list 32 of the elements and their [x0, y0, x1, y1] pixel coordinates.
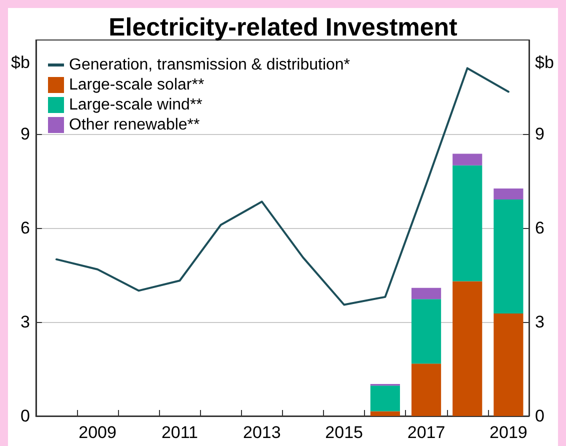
y2-tick-label: 0 [535, 406, 544, 426]
legend-label: Large-scale wind** [69, 96, 202, 114]
bar [411, 288, 442, 300]
legend-label: Generation, transmission & distribution* [69, 56, 350, 74]
chart-title: Electricity-related Investment [108, 14, 458, 42]
y-axis-title: $b [10, 53, 30, 72]
x-tick-label: 2011 [161, 423, 198, 442]
bar [452, 281, 482, 416]
bar [411, 364, 442, 416]
legend-label: Other renewable** [69, 116, 200, 134]
bar [411, 299, 442, 364]
x-tick-label: 2013 [242, 423, 281, 442]
bar [494, 314, 524, 416]
bar [370, 386, 400, 412]
bar [370, 411, 400, 416]
x-tick-label: 2017 [407, 423, 446, 442]
y-tick-label: 0 [20, 406, 30, 426]
y-tick-label: 9 [20, 124, 30, 144]
y2-tick-label: 6 [535, 218, 544, 238]
x-tick-label: 2015 [325, 423, 364, 442]
bar [452, 154, 482, 166]
y-tick-label: 3 [20, 312, 30, 332]
y2-axis-title: $b [535, 53, 554, 72]
y-tick-label: 6 [20, 218, 30, 238]
bar [452, 165, 482, 282]
bar [494, 188, 524, 200]
legend-label: Large-scale solar** [69, 76, 204, 94]
x-tick-label: 2019 [490, 423, 528, 442]
y2-tick-label: 9 [535, 124, 544, 144]
bar [494, 199, 524, 314]
y2-tick-label: 3 [535, 312, 544, 332]
x-tick-label: 2009 [78, 423, 116, 442]
